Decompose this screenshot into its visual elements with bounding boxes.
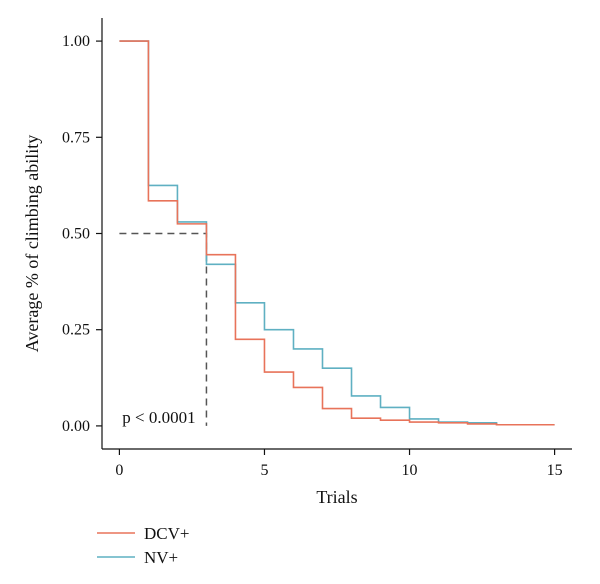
x-tick-label: 15 (547, 462, 563, 479)
x-axis-title: Trials (316, 487, 357, 507)
median-reference-line (119, 232, 208, 426)
y-tick-label: 1.00 (62, 33, 90, 50)
legend: DCV+ NV+ (97, 524, 189, 567)
series-line-dcv (119, 40, 555, 426)
y-tick-label: 0.75 (62, 129, 90, 146)
y-tick-label: 0.50 (62, 226, 90, 243)
y-axis: 0.00 0.25 0.50 0.75 1.00 (62, 18, 103, 449)
y-tick-label: 0.25 (62, 322, 90, 339)
x-tick-label: 5 (260, 462, 268, 479)
x-axis: 0 5 10 15 (102, 448, 572, 479)
y-tick-label: 0.00 (62, 418, 90, 435)
y-axis-title: Average % of climbing ability (22, 135, 42, 353)
plot-area (119, 40, 555, 426)
x-tick-label: 10 (402, 462, 418, 479)
legend-label-dcv: DCV+ (144, 524, 189, 543)
p-value-annotation: p < 0.0001 (122, 408, 195, 427)
legend-label-nv: NV+ (144, 548, 178, 567)
x-tick-label: 0 (115, 462, 123, 479)
